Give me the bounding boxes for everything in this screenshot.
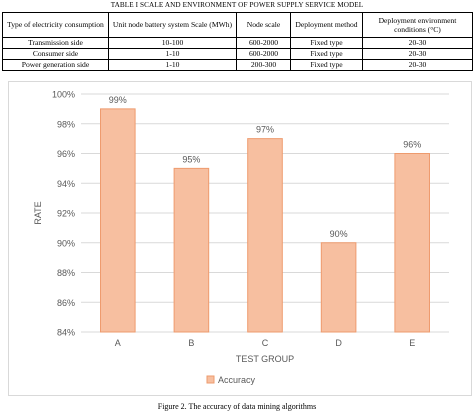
bar: [320, 242, 357, 333]
y-tick-label: 100%: [52, 90, 75, 100]
figure-caption: Figure 2. The accuracy of data mining al…: [157, 402, 317, 411]
x-tick-label: D: [335, 338, 342, 348]
table-title: TABLE I SCALE AND ENVIRONMENT OF POWER S…: [110, 1, 364, 9]
table-cell: 20-30: [362, 48, 473, 60]
table-cell: Fixed type: [290, 59, 363, 71]
y-tick-label: 94%: [57, 179, 75, 189]
data-label: 99%: [109, 95, 127, 105]
table-header-row: Type of electricity consumption Unit nod…: [2, 12, 473, 38]
table-cell: 600-2000: [236, 37, 291, 49]
table-cell: Fixed type: [290, 37, 363, 49]
table-cell: 1-10: [108, 48, 237, 60]
y-tick-label: 84%: [57, 328, 75, 338]
y-tick-label: 96%: [57, 149, 75, 159]
bar: [173, 167, 210, 333]
table-cell: 600-2000: [236, 48, 291, 60]
table-header-cell: Deployment method: [290, 12, 363, 38]
data-label: 96%: [403, 140, 421, 150]
x-tick-label: C: [262, 338, 269, 348]
bar: [394, 153, 430, 333]
x-tick-label: A: [115, 338, 121, 348]
x-tick-label: E: [409, 338, 415, 348]
spec-table: Type of electricity consumption Unit nod…: [2, 12, 473, 71]
table-cell: Fixed type: [290, 48, 363, 60]
y-axis-title: RATE: [33, 201, 43, 224]
bar: [247, 138, 283, 333]
table-row: Consumer side 1-10 600-2000 Fixed type 2…: [2, 48, 473, 60]
data-label: 90%: [330, 229, 348, 239]
table-row: Power generation side 1-10 200-300 Fixed…: [2, 59, 473, 71]
table-header-cell: Type of electricity consumption: [2, 12, 109, 38]
y-tick-label: 86%: [57, 298, 75, 308]
y-tick-label: 98%: [57, 119, 75, 129]
data-label: 95%: [182, 154, 200, 164]
table-header-cell: Node scale: [236, 12, 291, 38]
table-row: Transmission side 10-100 600-2000 Fixed …: [2, 37, 473, 49]
table-cell: Consumer side: [2, 48, 109, 60]
table-cell: 20-30: [362, 37, 473, 49]
table-cell: 1-10: [108, 59, 237, 71]
bar-chart: 84% 86% 88% 90% 92% 94% 96% 98% 100% 99% A 95% B 97% C…: [33, 90, 449, 385]
legend-label: Accuracy: [218, 375, 256, 385]
x-tick-label: B: [188, 338, 194, 348]
table-cell: Power generation side: [2, 59, 109, 71]
table-cell: 200-300: [236, 59, 291, 71]
legend-swatch: [206, 375, 215, 384]
data-label: 97%: [256, 125, 274, 135]
bar: [100, 108, 136, 333]
table-header-cell: Unit node battery system Scale (MWh): [108, 12, 237, 38]
table-cell: Transmission side: [2, 37, 109, 49]
y-tick-label: 88%: [57, 268, 75, 278]
x-axis-title: TEST GROUP: [236, 354, 294, 364]
table-cell: 20-30: [362, 59, 473, 71]
table-cell: 10-100: [108, 37, 237, 49]
y-tick-label: 92%: [57, 209, 75, 219]
chart-frame: 84% 86% 88% 90% 92% 94% 96% 98% 100% 99% A 95% B 97% C…: [8, 81, 472, 396]
y-tick-label: 90%: [57, 238, 75, 248]
table-header-cell: Deployment environment conditions (°C): [362, 12, 473, 38]
